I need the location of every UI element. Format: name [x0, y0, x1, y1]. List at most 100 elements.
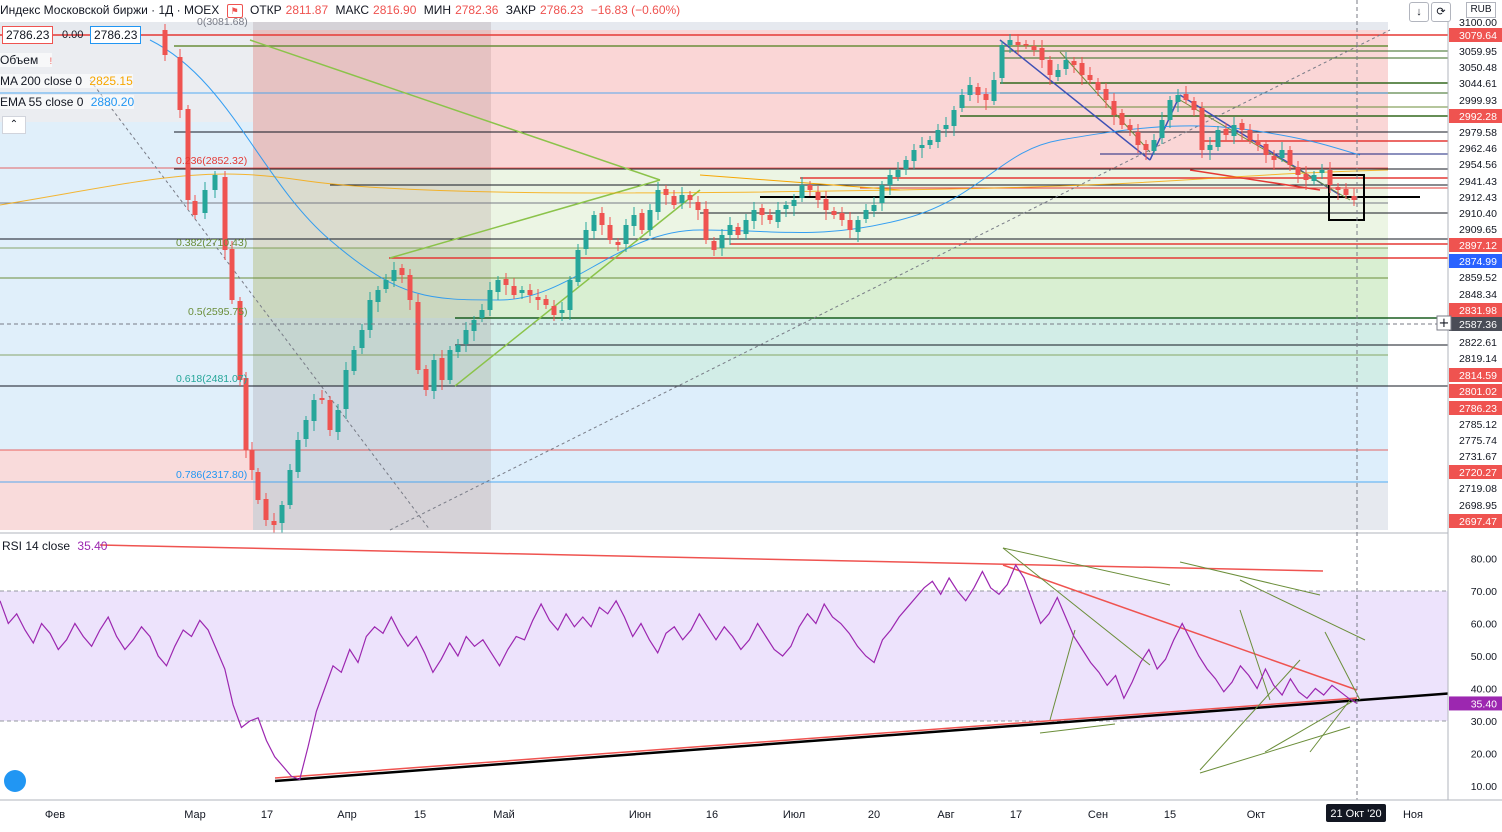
price-label-badge: [1449, 303, 1502, 317]
rsi-trendline: [274, 691, 1456, 783]
spread-value: 0.00: [62, 29, 84, 41]
close-label: ЗАКР: [505, 3, 537, 17]
candle-body: [1319, 170, 1325, 173]
price-label: 2587.36: [1459, 319, 1497, 331]
candle-body: [751, 210, 757, 221]
rsi-legend[interactable]: RSI 14 close 35.40: [2, 539, 107, 553]
candle-body: [1247, 130, 1253, 140]
candle-body: [487, 290, 493, 310]
candle-body: [311, 400, 317, 421]
candle-body: [229, 249, 235, 300]
candlesticks: [162, 24, 1357, 533]
candle-body: [192, 201, 198, 215]
candle-body: [471, 320, 477, 331]
candle-body: [1063, 60, 1069, 69]
tradingview-logo-icon[interactable]: [4, 770, 26, 792]
price-label: 2941.43: [1459, 176, 1497, 188]
price-label: 2697.47: [1459, 516, 1497, 528]
price-label: 2698.95: [1459, 500, 1497, 512]
arrow-down-icon[interactable]: ↓: [1409, 2, 1429, 22]
candle-body: [303, 420, 309, 439]
mid-zone-shade: [253, 22, 491, 530]
candle-body: [415, 302, 421, 370]
price-label: 2897.12: [1459, 240, 1497, 252]
ema55-row[interactable]: EMA 55 close 0 2880.20: [0, 95, 135, 109]
candle-body: [743, 220, 749, 234]
rsi-tick-label: 20.00: [1471, 749, 1497, 761]
ma200-row[interactable]: MA 200 close 0 2825.15: [0, 74, 133, 88]
candle-body: [1351, 196, 1357, 200]
rsi-trendline: [1002, 547, 1171, 586]
candle-body: [1015, 42, 1021, 45]
rsi-value: 35.40: [77, 539, 108, 553]
change-value: −16.83 (−0.60%): [590, 3, 681, 17]
volume-row[interactable]: Объем !: [0, 53, 53, 67]
candle-body: [903, 160, 909, 169]
candle-body: [391, 270, 397, 281]
highlight-box: [1328, 174, 1365, 221]
candle-body: [503, 279, 509, 285]
time-label: Фев: [45, 809, 65, 821]
candle-body: [999, 45, 1005, 78]
candle-body: [177, 57, 183, 110]
fib-zone-382-5: [253, 248, 1388, 318]
time-label: Авг: [937, 809, 954, 821]
price-label: 3059.95: [1459, 46, 1497, 58]
candle-body: [767, 215, 773, 220]
legend: Индекс Московской биржи · 1Д · MOEX ⚑ ОТ…: [0, 0, 1440, 140]
price-label: 2909.65: [1459, 224, 1497, 236]
left-zone-blue: [0, 122, 253, 450]
fib-zone-618-786: [253, 386, 1388, 482]
candle-body: [263, 499, 269, 520]
rsi-label: RSI 14 close: [2, 539, 71, 553]
trendline: [454, 189, 701, 387]
candle-body: [711, 241, 717, 250]
rsi-value-badge: [1449, 696, 1502, 711]
volume-label: Объем: [0, 53, 39, 67]
flag-icon[interactable]: ⚑: [226, 3, 243, 18]
rsi-axis-labels: 80.00 70.00 60.00 50.00 40.00 30.00 20.00 10.00…: [1449, 554, 1502, 793]
fib-zone-bottom: [253, 482, 1388, 530]
candle-body: [1239, 123, 1245, 130]
time-label: Ноя: [1403, 809, 1423, 821]
crosshair-plus-icon[interactable]: [1436, 315, 1452, 331]
refresh-icon[interactable]: ⟳: [1431, 2, 1451, 22]
candle-body: [991, 80, 997, 101]
candle-body: [775, 210, 781, 222]
ma200-value: 2825.15: [89, 74, 133, 88]
price-label-badge: [1449, 317, 1502, 331]
candle-body: [687, 195, 693, 200]
candle-body: [249, 450, 255, 470]
high-label: МАКС: [335, 3, 370, 17]
rsi-tick-label: 70.00: [1471, 586, 1497, 598]
candle-body: [623, 225, 629, 244]
candle-body: [551, 306, 557, 315]
current-date-label: 21 Окт '20: [1330, 808, 1381, 820]
candle-body: [1031, 46, 1037, 50]
ask-price-box[interactable]: 2786.23: [90, 26, 142, 44]
time-label: 17: [261, 809, 273, 821]
candle-body: [919, 145, 925, 148]
trendline: [249, 39, 661, 181]
price-label-badge: [1449, 254, 1502, 268]
candle-body: [222, 177, 228, 250]
price-label-badge: [1449, 465, 1502, 479]
candle-body: [1343, 189, 1349, 195]
fib-zone-0-236: [253, 30, 1388, 168]
bid-price-box[interactable]: 2786.23: [2, 26, 54, 44]
candle-body: [1255, 142, 1261, 145]
time-label: 17: [1010, 809, 1022, 821]
candle-body: [655, 190, 661, 212]
candle-body: [719, 235, 725, 248]
price-label: 2962.46: [1459, 143, 1497, 155]
price-label: 3044.61: [1459, 78, 1497, 90]
time-label: Окт: [1247, 809, 1266, 821]
symbol-title[interactable]: Индекс Московской биржи · 1Д · MOEX: [0, 3, 220, 17]
candle-body: [479, 310, 485, 318]
fib-level-label: 0.618(2481.07): [176, 373, 247, 385]
candle-body: [1183, 94, 1189, 100]
high-value: 2816.90: [373, 3, 417, 17]
currency-label[interactable]: RUB: [1466, 2, 1496, 18]
collapse-icon[interactable]: ⌃: [2, 116, 26, 134]
